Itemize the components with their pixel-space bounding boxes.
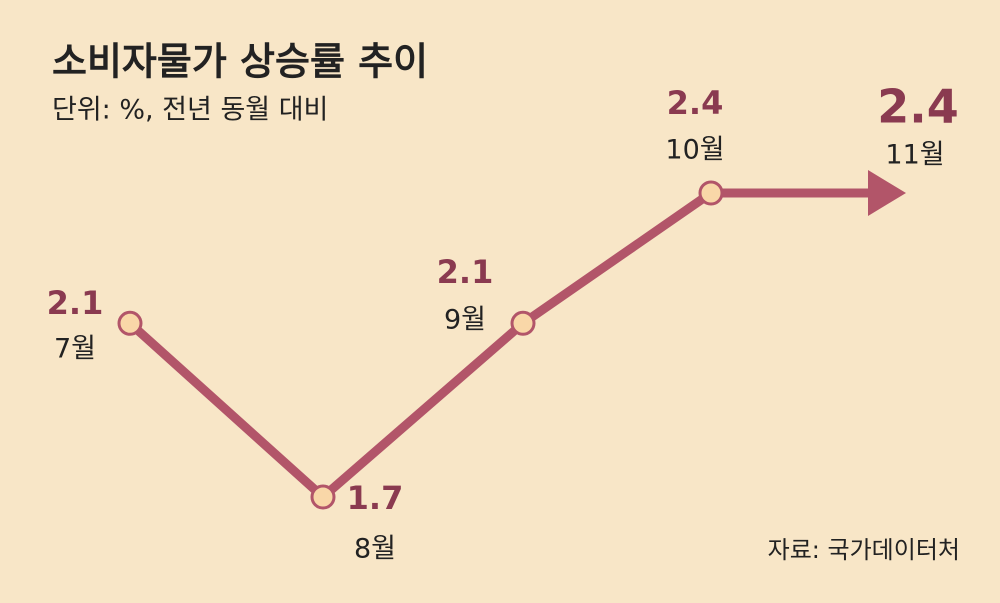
chart-subtitle: 단위: %, 전년 동월 대비 [52, 95, 328, 126]
point-marker [117, 310, 143, 336]
category-label: 11월 [885, 140, 944, 171]
value-label: 2.4 [667, 84, 724, 122]
arrow-head [868, 170, 906, 216]
category-label: 9월 [444, 305, 486, 336]
source-note: 자료: 국가데이터처 [768, 536, 960, 564]
value-label: 2.4 [877, 80, 959, 134]
category-label: 7월 [54, 334, 96, 365]
value-label: 2.1 [437, 253, 494, 291]
category-label: 10월 [665, 135, 724, 166]
category-label: 8월 [354, 534, 396, 565]
value-label: 2.1 [47, 284, 104, 322]
point-marker [510, 310, 536, 336]
point-marker [698, 180, 724, 206]
chart-title: 소비자물가 상승률 추이 [52, 40, 428, 84]
value-label: 1.7 [347, 479, 404, 517]
point-marker [310, 484, 336, 510]
